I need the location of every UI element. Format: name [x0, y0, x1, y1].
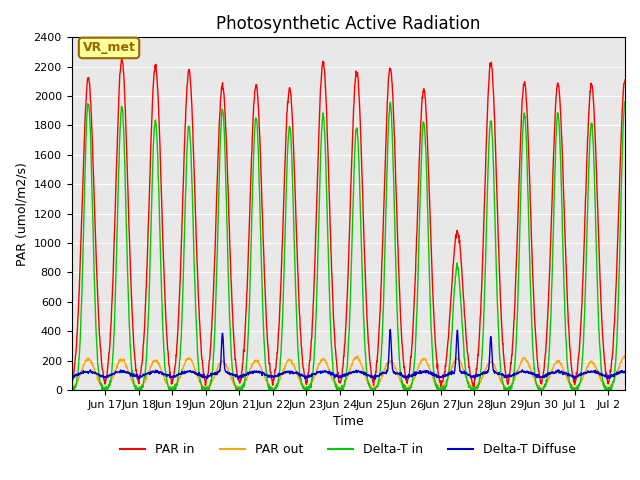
PAR out	[308, 380, 316, 385]
PAR in	[308, 335, 316, 341]
PAR in	[469, 384, 477, 390]
Delta-T in	[578, 361, 586, 367]
Delta-T Diffuse	[68, 374, 76, 380]
Line: PAR out: PAR out	[72, 355, 625, 390]
PAR out	[579, 376, 586, 382]
Delta-T in	[145, 294, 153, 300]
Delta-T Diffuse	[500, 372, 508, 378]
Delta-T Diffuse	[145, 371, 153, 377]
PAR in	[68, 382, 76, 388]
Delta-T in	[279, 302, 287, 308]
X-axis label: Time: Time	[333, 415, 364, 428]
PAR out	[135, 387, 143, 393]
Delta-T Diffuse	[386, 327, 394, 333]
Delta-T in	[308, 380, 316, 385]
Delta-T in	[621, 99, 629, 105]
PAR in	[495, 251, 502, 257]
Delta-T Diffuse	[579, 372, 586, 378]
PAR out	[495, 372, 502, 377]
Line: Delta-T Diffuse: Delta-T Diffuse	[72, 330, 625, 379]
PAR out	[621, 355, 629, 361]
PAR in	[500, 357, 508, 363]
PAR out	[146, 368, 154, 373]
Legend: PAR in, PAR out, Delta-T in, Delta-T Diffuse: PAR in, PAR out, Delta-T in, Delta-T Dif…	[115, 438, 581, 461]
Line: Delta-T in: Delta-T in	[72, 102, 625, 390]
Delta-T in	[68, 387, 76, 393]
Title: Photosynthetic Active Radiation: Photosynthetic Active Radiation	[216, 15, 481, 33]
Delta-T in	[494, 317, 502, 323]
Y-axis label: PAR (umol/m2/s): PAR (umol/m2/s)	[15, 162, 28, 265]
PAR in	[579, 281, 586, 287]
PAR out	[500, 383, 508, 389]
PAR out	[621, 352, 628, 358]
Delta-T Diffuse	[279, 371, 287, 377]
Delta-T Diffuse	[621, 369, 629, 374]
Delta-T in	[499, 382, 507, 388]
PAR in	[118, 56, 125, 62]
Delta-T Diffuse	[372, 376, 380, 382]
Delta-T Diffuse	[495, 371, 502, 376]
PAR out	[68, 385, 76, 391]
PAR in	[146, 186, 154, 192]
Text: VR_met: VR_met	[83, 41, 136, 54]
PAR in	[621, 77, 629, 83]
Delta-T Diffuse	[308, 372, 316, 377]
PAR in	[280, 209, 287, 215]
Line: PAR in: PAR in	[72, 59, 625, 387]
PAR out	[280, 366, 287, 372]
